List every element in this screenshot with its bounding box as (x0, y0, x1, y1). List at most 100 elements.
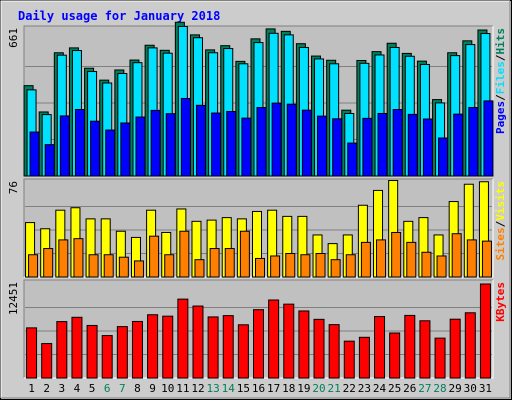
bar-pages-24 (377, 112, 388, 177)
bar-pages-9 (150, 109, 161, 177)
bar-kbytes-13 (207, 316, 219, 379)
bar-sites-1 (28, 254, 39, 278)
bar-pages-20 (317, 115, 328, 177)
bar-sites-14 (224, 248, 235, 278)
bar-sites-9 (149, 235, 160, 278)
legend-files: Files (494, 61, 507, 94)
legend-separator: / (494, 94, 507, 101)
x-tick-label-15: 15 (237, 382, 250, 395)
bar-sites-27 (421, 251, 432, 278)
x-tick-label-22: 22 (343, 382, 356, 395)
bar-pages-22 (347, 142, 358, 177)
bar-sites-30 (466, 239, 477, 278)
bar-kbytes-28 (434, 337, 446, 379)
bar-kbytes-27 (419, 320, 431, 379)
bar-pages-8 (135, 116, 146, 177)
panel-legend: KBytes (494, 282, 507, 322)
panel-bottom: 12451 KBytes (7, 279, 507, 379)
bar-pages-27 (422, 118, 433, 177)
bar-sites-19 (300, 254, 311, 278)
x-tick-label-5: 5 (89, 382, 96, 395)
bar-sites-20 (315, 253, 326, 278)
bar-kbytes-17 (268, 299, 280, 379)
bar-sites-18 (285, 253, 296, 278)
x-tick-label-31: 31 (479, 382, 492, 395)
x-tick-label-3: 3 (59, 382, 66, 395)
bar-kbytes-3 (56, 321, 68, 379)
panel-legend: Sites/Visits (494, 181, 507, 261)
bar-pages-29 (453, 113, 464, 177)
bar-sites-10 (164, 254, 175, 278)
bar-kbytes-29 (449, 318, 461, 379)
bar-pages-6 (105, 129, 116, 177)
x-tick-label-29: 29 (449, 382, 462, 395)
bar-kbytes-21 (328, 324, 340, 379)
panel-legend: Pages/Files/Hits (494, 28, 507, 134)
bar-sites-8 (133, 260, 144, 278)
bar-sites-3 (58, 239, 69, 278)
bar-sites-15 (239, 230, 250, 278)
bar-pages-21 (332, 118, 343, 177)
x-tick-label-28: 28 (433, 382, 446, 395)
bar-kbytes-11 (177, 298, 189, 379)
x-tick-label-21: 21 (328, 382, 341, 395)
x-tick-label-30: 30 (464, 382, 477, 395)
x-tick-label-27: 27 (418, 382, 431, 395)
bar-pages-19 (301, 109, 312, 177)
x-tick-label-4: 4 (74, 382, 81, 395)
bar-kbytes-24 (374, 316, 386, 379)
bar-sites-22 (345, 254, 356, 278)
bar-pages-2 (44, 144, 55, 177)
bar-kbytes-23 (358, 336, 370, 379)
x-tick-label-13: 13 (206, 382, 219, 395)
bar-pages-1 (29, 131, 40, 177)
bar-kbytes-1 (26, 327, 38, 379)
bar-pages-11 (180, 97, 191, 177)
bar-sites-12 (194, 259, 205, 278)
bar-kbytes-14 (222, 315, 234, 379)
legend-separator: / (494, 54, 507, 61)
bar-pages-10 (165, 113, 176, 177)
bar-kbytes-9 (147, 314, 159, 379)
bar-kbytes-6 (101, 335, 113, 379)
bar-sites-21 (330, 259, 341, 278)
bar-sites-26 (406, 241, 417, 278)
bar-sites-29 (451, 233, 462, 278)
bar-kbytes-2 (41, 343, 53, 379)
y-axis-max-label: 12451 (7, 282, 20, 315)
bar-kbytes-19 (298, 310, 310, 379)
bar-kbytes-5 (86, 324, 98, 379)
legend-sites: Sites (494, 227, 507, 260)
bar-pages-3 (59, 115, 70, 177)
bar-pages-5 (90, 120, 101, 177)
x-tick-label-23: 23 (358, 382, 371, 395)
x-tick-label-7: 7 (119, 382, 126, 395)
bar-sites-5 (88, 254, 99, 278)
bar-kbytes-16 (253, 309, 264, 379)
bar-sites-7 (118, 256, 129, 278)
bar-pages-31 (483, 100, 494, 177)
x-tick-label-20: 20 (312, 382, 325, 395)
x-tick-label-2: 2 (43, 382, 50, 395)
y-axis-max-label: 76 (7, 181, 20, 194)
legend-hits: Hits (494, 28, 507, 55)
y-axis-max-label: 661 (7, 28, 20, 48)
bar-pages-7 (120, 122, 131, 177)
bar-pages-23 (362, 117, 373, 177)
bar-pages-25 (392, 109, 403, 177)
legend-pages: Pages (494, 101, 507, 134)
legend-kbytes: KBytes (494, 282, 507, 322)
panel-shadow-edge (23, 178, 493, 277)
bar-kbytes-22 (343, 340, 355, 379)
bar-sites-13 (209, 248, 220, 278)
bar-sites-25 (391, 231, 402, 278)
bar-sites-2 (43, 248, 54, 278)
x-tick-label-26: 26 (403, 382, 416, 395)
x-tick-label-1: 1 (28, 382, 35, 395)
x-tick-label-14: 14 (222, 382, 236, 395)
